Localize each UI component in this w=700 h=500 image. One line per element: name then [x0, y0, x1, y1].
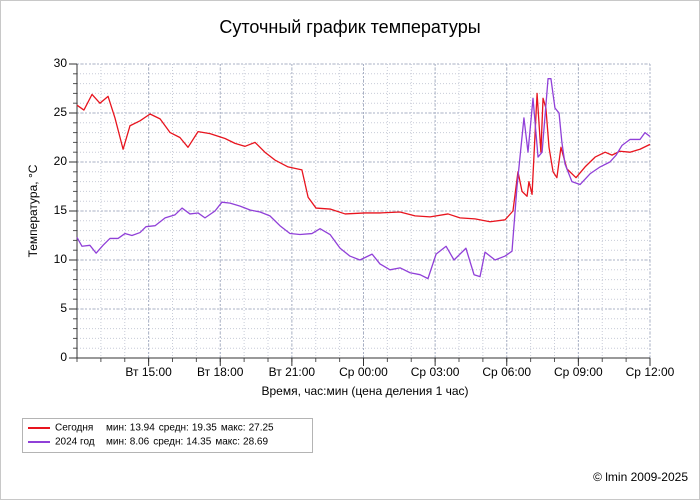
- footer: © lmin 2009-2025: [593, 470, 688, 484]
- y-tick-label: 30: [54, 56, 68, 70]
- x-axis-label: Время, час:мин (цена деления 1 час): [261, 384, 468, 398]
- series-line: [76, 92, 651, 223]
- x-tick-label: Вт 15:00: [125, 365, 172, 379]
- y-tick-label: 15: [54, 203, 68, 217]
- legend-stat-label: мин:: [106, 437, 127, 448]
- legend-stat-label: средн:: [159, 423, 189, 434]
- legend-box: [22, 418, 313, 453]
- legend-stat-value: 14.35: [186, 437, 211, 448]
- x-tick-label: Ср 06:00: [482, 365, 531, 379]
- x-tick-label: Ср 03:00: [411, 365, 460, 379]
- x-tick-label: Вт 18:00: [197, 365, 244, 379]
- legend-stat-value: 28.69: [243, 437, 268, 448]
- legend-stat-value: 13.94: [130, 423, 155, 434]
- legend-label: 2024 год: [55, 437, 95, 448]
- y-tick-label: 5: [60, 301, 67, 315]
- y-tick-label: 25: [54, 105, 68, 119]
- x-tick-label: Ср 09:00: [554, 365, 603, 379]
- legend-stat-value: 8.06: [130, 437, 150, 448]
- y-axis-label: Температура, °C: [26, 164, 40, 257]
- y-tick-label: 20: [54, 154, 68, 168]
- legend-stat-label: макс:: [221, 423, 246, 434]
- chart-title: Суточный график температуры: [219, 17, 480, 37]
- legend-label: Сегодня: [55, 423, 93, 434]
- legend-stat-value: 27.25: [249, 423, 274, 434]
- y-tick-label: 10: [54, 252, 68, 266]
- legend-stat-label: макс:: [215, 437, 240, 448]
- legend-stat-label: средн:: [153, 437, 183, 448]
- series-line: [76, 78, 651, 280]
- x-tick-label: Ср 00:00: [339, 365, 388, 379]
- x-tick-label: Ср 12:00: [626, 365, 675, 379]
- y-tick-label: 0: [60, 350, 67, 364]
- legend-stat-value: 19.35: [192, 423, 217, 434]
- x-tick-label: Вт 21:00: [269, 365, 316, 379]
- legend-stat-label: мин:: [106, 423, 127, 434]
